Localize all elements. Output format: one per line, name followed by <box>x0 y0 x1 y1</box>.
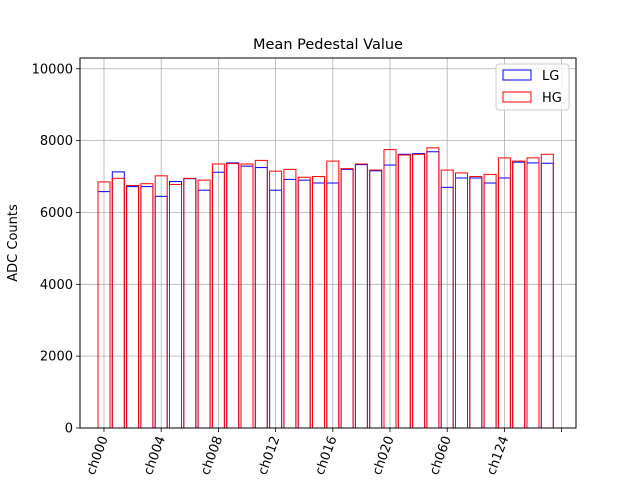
y-tick-label: 8000 <box>40 134 73 149</box>
y-tick-label: 0 <box>65 422 73 437</box>
y-tick-label: 6000 <box>40 206 73 221</box>
y-tick-label: 2000 <box>40 350 73 365</box>
legend-label-hg: HG <box>542 91 562 106</box>
y-tick-label: 10000 <box>32 62 73 77</box>
plot-frame <box>79 57 577 429</box>
grid <box>80 58 576 429</box>
chart-title: Mean Pedestal Value <box>253 37 403 53</box>
legend-swatch-lg <box>502 69 532 81</box>
y-tick-label: 4000 <box>40 278 73 293</box>
legend: LG HG <box>495 63 570 111</box>
y-axis-label: ADC Counts <box>6 204 21 282</box>
legend-box <box>495 63 570 111</box>
legend-label-lg: LG <box>542 69 559 84</box>
legend-swatch-hg <box>502 91 532 103</box>
y-axis: 0 2000 4000 6000 8000 10000 <box>32 62 80 437</box>
